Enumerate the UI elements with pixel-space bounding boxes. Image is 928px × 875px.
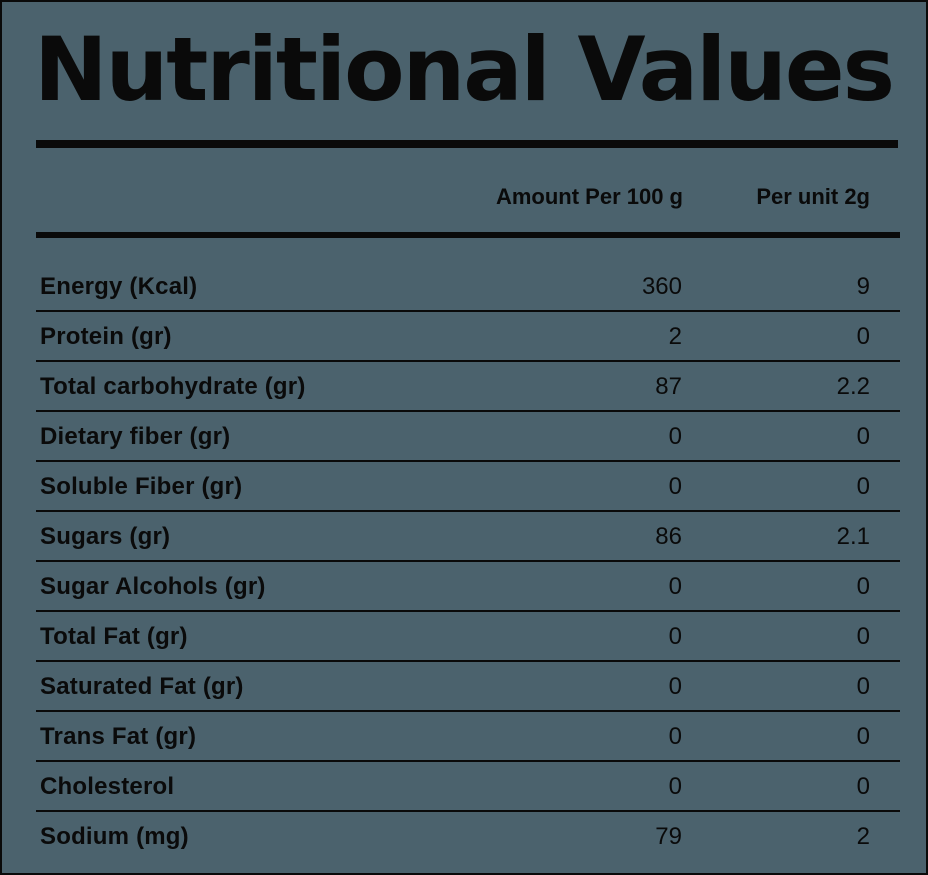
row-divider: [36, 810, 900, 812]
table-row: Sodium (mg) 79 2: [2, 812, 926, 862]
row-divider: [36, 710, 900, 712]
value-per-100g: 79: [655, 823, 682, 850]
value-per-100g: 0: [668, 473, 682, 500]
row-divider: [36, 410, 900, 412]
value-per-unit: 2.2: [836, 373, 870, 400]
value-per-unit: 2.1: [836, 523, 870, 550]
table-row: Dietary fiber (gr) 0 0: [2, 412, 926, 462]
value-per-100g: 0: [668, 723, 682, 750]
value-per-unit: 0: [856, 473, 870, 500]
table-header: Amount Per 100 g Per unit 2g: [2, 182, 926, 212]
table-row: Saturated Fat (gr) 0 0: [2, 662, 926, 712]
nutrient-name: Saturated Fat (gr): [40, 673, 244, 700]
nutrient-name: Cholesterol: [40, 773, 175, 800]
nutrient-name: Sodium (mg): [40, 823, 189, 850]
table-row: Sugar Alcohols (gr) 0 0: [2, 562, 926, 612]
value-per-100g: 0: [668, 773, 682, 800]
value-per-100g: 87: [655, 373, 682, 400]
row-divider: [36, 310, 900, 312]
value-per-unit: 0: [856, 773, 870, 800]
value-per-100g: 0: [668, 573, 682, 600]
value-per-unit: 0: [856, 573, 870, 600]
column-header-per-unit: Per unit 2g: [756, 184, 870, 209]
table-row: Total Fat (gr) 0 0: [2, 612, 926, 662]
row-divider: [36, 360, 900, 362]
value-per-unit: 2: [856, 823, 870, 850]
value-per-100g: 0: [668, 423, 682, 450]
table-row: Total carbohydrate (gr) 87 2.2: [2, 362, 926, 412]
value-per-100g: 2: [668, 323, 682, 350]
nutrient-name: Total Fat (gr): [40, 623, 188, 650]
value-per-unit: 0: [856, 723, 870, 750]
column-header-per-100g: Amount Per 100 g: [495, 184, 683, 209]
value-per-100g: 86: [655, 523, 682, 550]
value-per-unit: 0: [856, 423, 870, 450]
nutrient-name: Sugar Alcohols (gr): [40, 573, 266, 600]
table-row: Protein (gr) 2 0: [2, 312, 926, 362]
row-divider: [36, 460, 900, 462]
nutrient-name: Sugars (gr): [40, 523, 171, 550]
row-divider: [36, 660, 900, 662]
nutrition-table: Energy (Kcal) 360 9 Protein (gr) 2 0 Tot…: [2, 262, 926, 862]
row-divider: [36, 610, 900, 612]
table-row: Trans Fat (gr) 0 0: [2, 712, 926, 762]
page-title: Nutritional Values: [34, 18, 895, 121]
value-per-unit: 0: [856, 323, 870, 350]
title-divider: [36, 140, 898, 148]
value-per-unit: 9: [856, 273, 870, 300]
header-divider: [36, 232, 900, 238]
row-divider: [36, 560, 900, 562]
row-divider: [36, 510, 900, 512]
table-row: Energy (Kcal) 360 9: [2, 262, 926, 312]
table-row: Cholesterol 0 0: [2, 762, 926, 812]
value-per-unit: 0: [856, 623, 870, 650]
value-per-100g: 0: [668, 623, 682, 650]
nutrient-name: Energy (Kcal): [40, 273, 198, 300]
nutrient-name: Total carbohydrate (gr): [40, 373, 306, 400]
table-row: Soluble Fiber (gr) 0 0: [2, 462, 926, 512]
nutrient-name: Dietary fiber (gr): [40, 423, 231, 450]
nutrient-name: Trans Fat (gr): [40, 723, 197, 750]
value-per-100g: 360: [641, 273, 682, 300]
row-divider: [36, 760, 900, 762]
table-row: Sugars (gr) 86 2.1: [2, 512, 926, 562]
nutrient-name: Soluble Fiber (gr): [40, 473, 243, 500]
nutrient-name: Protein (gr): [40, 323, 172, 350]
value-per-unit: 0: [856, 673, 870, 700]
value-per-100g: 0: [668, 673, 682, 700]
